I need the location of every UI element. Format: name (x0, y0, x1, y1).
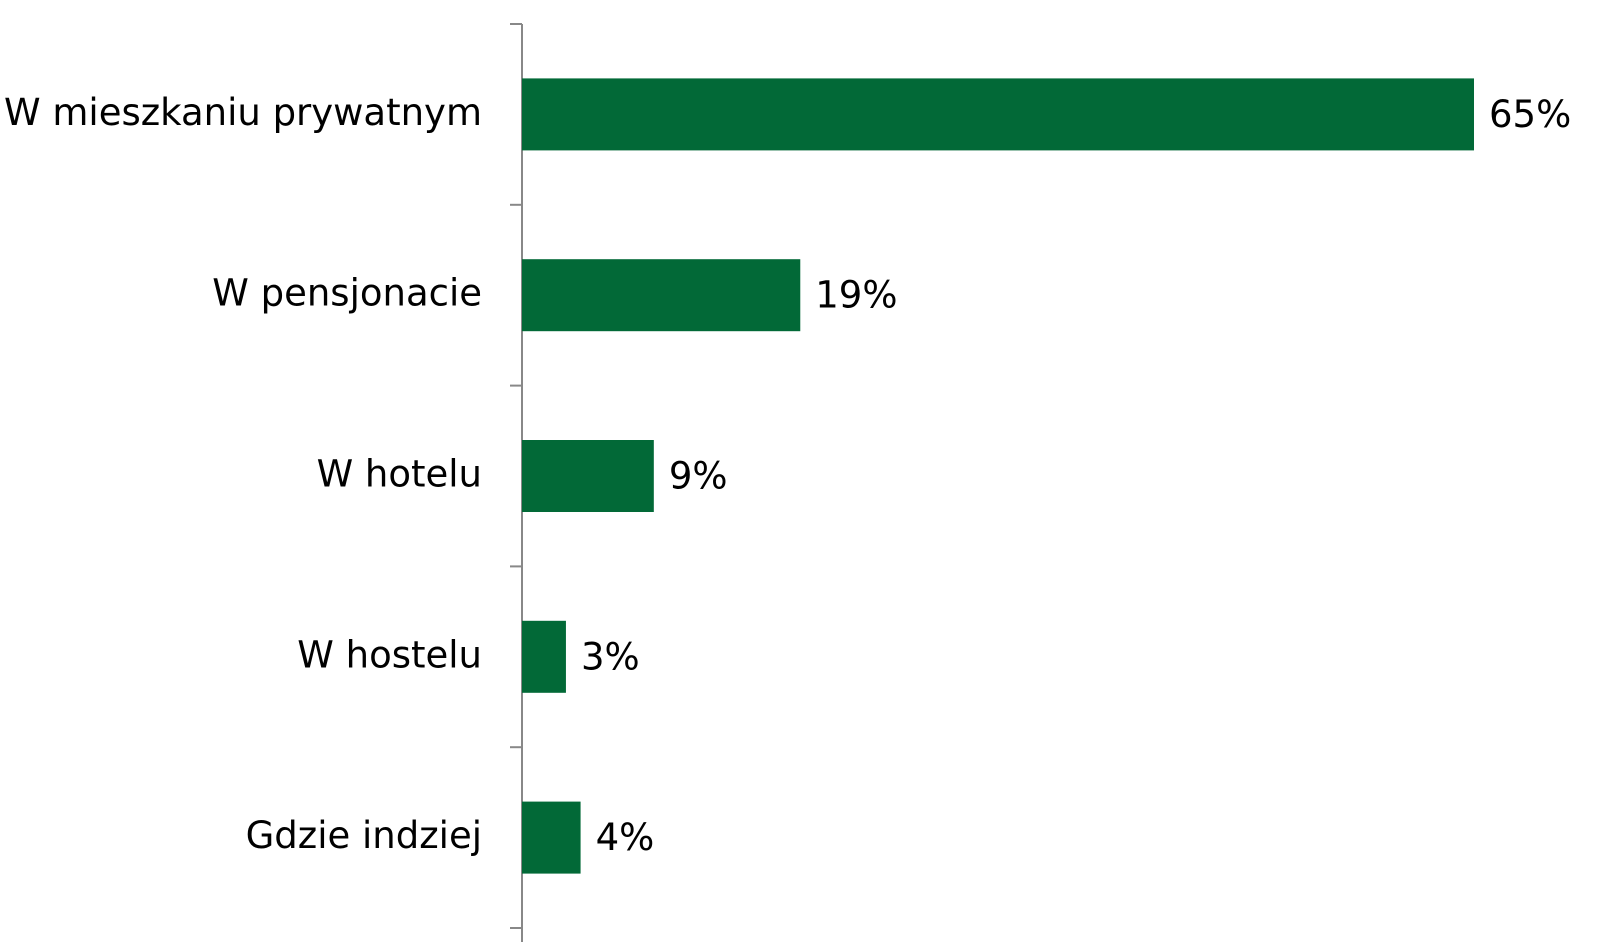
bar (522, 801, 581, 874)
value-label: 3% (581, 635, 640, 678)
category-label: W mieszkaniu prywatnym (4, 91, 482, 134)
category-label: W hostelu (297, 633, 482, 676)
category-label: W pensjonacie (212, 272, 482, 315)
value-label: 9% (669, 455, 728, 498)
value-label: 65% (1489, 93, 1571, 136)
category-label: W hotelu (317, 453, 482, 496)
bar (522, 620, 566, 693)
category-label: Gdzie indziej (246, 814, 482, 857)
value-label: 4% (596, 816, 655, 859)
value-label: 19% (815, 274, 897, 317)
bar (522, 78, 1474, 151)
bar (522, 440, 654, 512)
bar (522, 259, 801, 332)
